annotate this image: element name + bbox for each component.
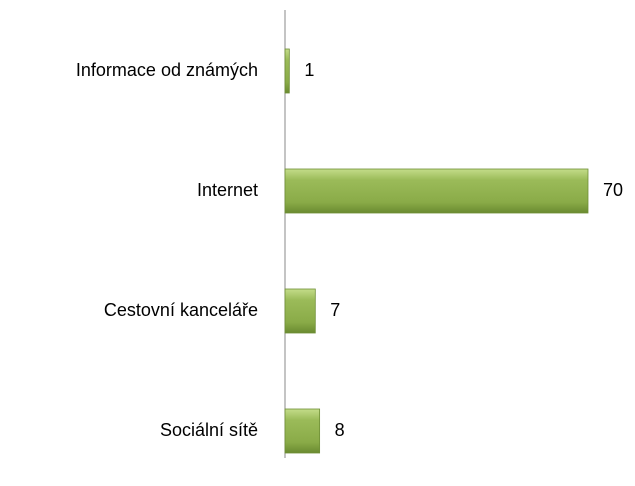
bar <box>284 48 290 94</box>
data-label: 1 <box>304 60 314 80</box>
data-label: 7 <box>330 300 340 320</box>
bar <box>284 168 589 214</box>
bar <box>284 408 321 454</box>
bar <box>284 288 316 334</box>
data-label: 8 <box>335 420 345 440</box>
category-label: Cestovní kanceláře <box>104 300 258 320</box>
data-label: 70 <box>603 180 623 200</box>
category-label: Sociální sítě <box>160 420 258 440</box>
category-label: Internet <box>197 180 258 200</box>
category-label: Informace od známých <box>76 60 258 80</box>
